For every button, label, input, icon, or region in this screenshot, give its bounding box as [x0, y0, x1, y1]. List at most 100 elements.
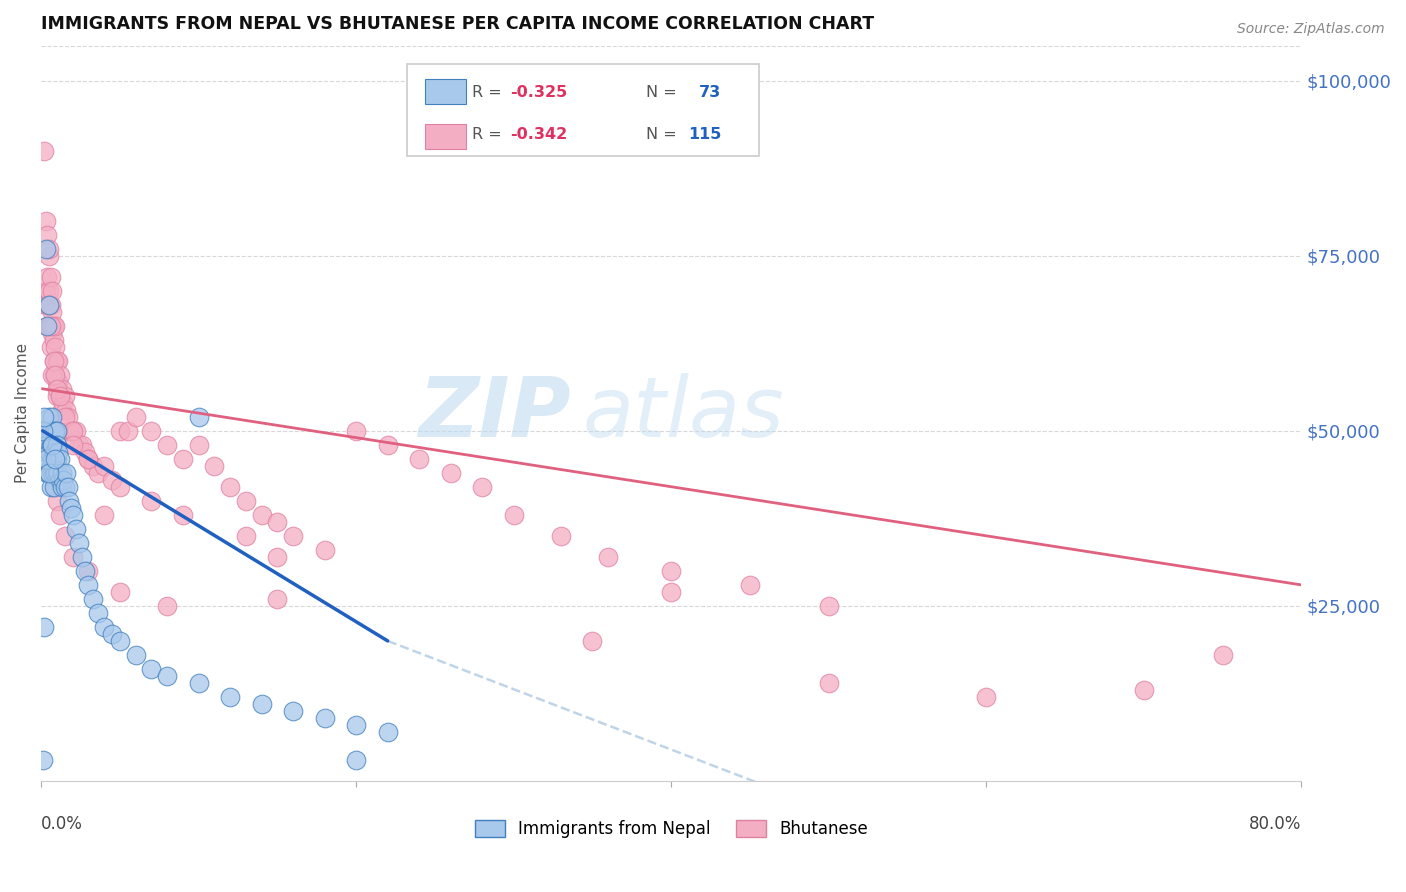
Point	[42, 353, 65, 368]
Point	[44, 318, 66, 333]
Point	[37, 298, 59, 312]
Point	[471, 480, 494, 494]
Point	[44, 368, 66, 382]
Point	[55, 402, 77, 417]
Point	[44, 451, 66, 466]
Point	[77, 451, 100, 466]
Point	[35, 445, 58, 459]
Point	[44, 480, 66, 494]
Text: R =: R =	[472, 128, 508, 143]
Point	[141, 493, 163, 508]
Point	[38, 318, 60, 333]
Point	[32, 144, 55, 158]
Point	[48, 353, 70, 368]
Point	[51, 480, 73, 494]
Point	[45, 438, 67, 452]
Point	[141, 424, 163, 438]
Point	[38, 249, 60, 263]
Point	[52, 473, 75, 487]
Point	[49, 389, 72, 403]
Point	[314, 711, 336, 725]
Point	[53, 389, 76, 403]
Point	[38, 445, 60, 459]
Point	[65, 424, 87, 438]
Text: 115: 115	[688, 128, 721, 143]
Point	[51, 402, 73, 417]
Text: 0.0%: 0.0%	[41, 814, 83, 833]
Point	[41, 438, 63, 452]
Point	[44, 445, 66, 459]
Point	[108, 424, 131, 438]
Point	[281, 704, 304, 718]
Point	[172, 508, 194, 522]
Point	[408, 451, 430, 466]
Point	[156, 669, 179, 683]
Point	[156, 438, 179, 452]
Point	[817, 676, 839, 690]
Point	[39, 318, 62, 333]
Point	[49, 473, 72, 487]
Point	[44, 466, 66, 480]
Point	[117, 424, 139, 438]
Point	[70, 549, 93, 564]
Point	[41, 326, 63, 340]
Point	[42, 466, 65, 480]
Point	[187, 438, 209, 452]
Point	[93, 508, 115, 522]
Point	[974, 690, 997, 704]
Point	[101, 627, 124, 641]
Text: -0.342: -0.342	[510, 128, 567, 143]
Point	[77, 578, 100, 592]
Point	[42, 424, 65, 438]
Point	[39, 480, 62, 494]
Point	[67, 438, 90, 452]
Point	[51, 466, 73, 480]
Point	[38, 242, 60, 256]
FancyBboxPatch shape	[426, 124, 465, 149]
Point	[187, 409, 209, 424]
Point	[39, 298, 62, 312]
Point	[187, 676, 209, 690]
Point	[93, 458, 115, 473]
Point	[53, 529, 76, 543]
Point	[41, 305, 63, 319]
Point	[62, 424, 84, 438]
Point	[38, 298, 60, 312]
Point	[60, 424, 83, 438]
Point	[659, 585, 682, 599]
Point	[45, 424, 67, 438]
Point	[31, 753, 53, 767]
Text: atlas: atlas	[583, 373, 785, 454]
Text: Source: ZipAtlas.com: Source: ZipAtlas.com	[1237, 22, 1385, 37]
Point	[344, 424, 367, 438]
Point	[281, 529, 304, 543]
Point	[502, 508, 524, 522]
Point	[82, 591, 104, 606]
Point	[49, 508, 72, 522]
Point	[344, 753, 367, 767]
Point	[45, 375, 67, 389]
Point	[45, 389, 67, 403]
Point	[124, 648, 146, 662]
Point	[87, 606, 110, 620]
Point	[45, 353, 67, 368]
Point	[440, 466, 463, 480]
Point	[235, 493, 257, 508]
Point	[48, 445, 70, 459]
Point	[93, 620, 115, 634]
Point	[377, 725, 399, 739]
Point	[58, 493, 80, 508]
FancyBboxPatch shape	[406, 64, 759, 156]
Point	[377, 438, 399, 452]
Point	[219, 690, 242, 704]
Point	[37, 438, 59, 452]
Point	[39, 340, 62, 354]
Point	[550, 529, 572, 543]
Point	[31, 424, 53, 438]
Point	[35, 451, 58, 466]
Point	[38, 409, 60, 424]
Point	[48, 375, 70, 389]
Point	[202, 458, 225, 473]
Point	[1132, 682, 1154, 697]
Point	[37, 424, 59, 438]
